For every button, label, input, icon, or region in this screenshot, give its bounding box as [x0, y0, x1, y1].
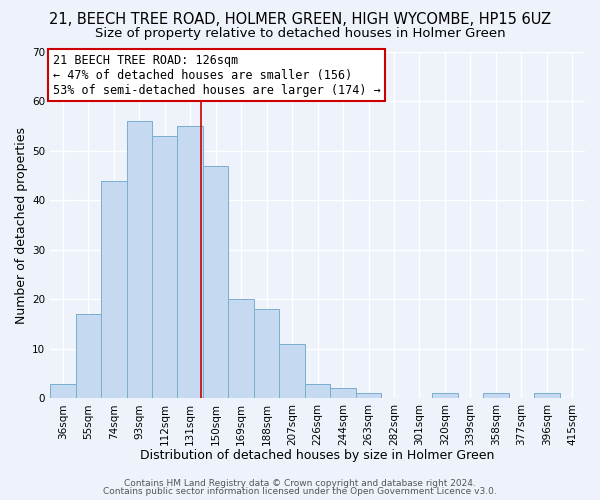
Bar: [280, 344, 305, 399]
Bar: [483, 394, 509, 398]
Bar: [432, 394, 458, 398]
Bar: [76, 314, 101, 398]
Text: Contains HM Land Registry data © Crown copyright and database right 2024.: Contains HM Land Registry data © Crown c…: [124, 479, 476, 488]
Text: Size of property relative to detached houses in Holmer Green: Size of property relative to detached ho…: [95, 26, 505, 40]
Bar: [534, 394, 560, 398]
Bar: [254, 310, 280, 398]
X-axis label: Distribution of detached houses by size in Holmer Green: Distribution of detached houses by size …: [140, 450, 495, 462]
Bar: [356, 394, 381, 398]
Bar: [305, 384, 331, 398]
Bar: [127, 122, 152, 398]
Bar: [331, 388, 356, 398]
Y-axis label: Number of detached properties: Number of detached properties: [15, 126, 28, 324]
Bar: [50, 384, 76, 398]
Bar: [101, 180, 127, 398]
Text: Contains public sector information licensed under the Open Government Licence v3: Contains public sector information licen…: [103, 487, 497, 496]
Text: 21, BEECH TREE ROAD, HOLMER GREEN, HIGH WYCOMBE, HP15 6UZ: 21, BEECH TREE ROAD, HOLMER GREEN, HIGH …: [49, 12, 551, 28]
Bar: [178, 126, 203, 398]
Bar: [203, 166, 229, 398]
Text: 21 BEECH TREE ROAD: 126sqm
← 47% of detached houses are smaller (156)
53% of sem: 21 BEECH TREE ROAD: 126sqm ← 47% of deta…: [53, 54, 380, 96]
Bar: [229, 300, 254, 398]
Bar: [152, 136, 178, 398]
